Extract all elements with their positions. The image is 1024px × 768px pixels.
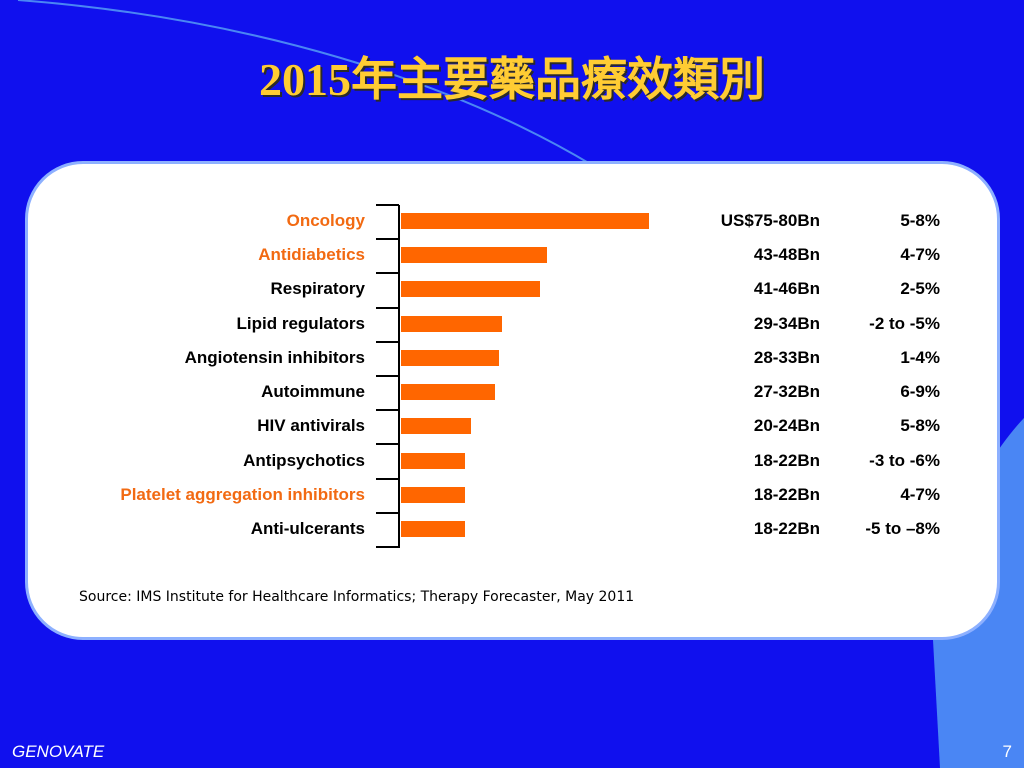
axis-tick [376, 204, 399, 206]
spending-label: 18-22Bn [753, 485, 820, 504]
axis-tick [376, 272, 399, 274]
chart-row: Angiotensin inhibitors 28-33Bn 1-4% [0, 341, 1024, 375]
axis-tick [376, 238, 399, 240]
bar-oncology [401, 213, 649, 229]
spending-label: 43-48Bn [753, 245, 820, 264]
spending-label: 28-33Bn [753, 348, 820, 367]
chart-row: HIV antivirals 20-24Bn 5-8% [0, 409, 1024, 443]
spending-label: 18-22Bn [753, 519, 820, 538]
axis-tick [376, 409, 399, 411]
axis-tick [376, 341, 399, 343]
category-label: Antipsychotics [243, 451, 365, 470]
growth-label: 4-7% [900, 245, 940, 264]
chart-row: Lipid regulators 29-34Bn -2 to -5% [0, 307, 1024, 341]
axis-tick [376, 478, 399, 480]
chart-row: Antidiabetics 43-48Bn 4-7% [0, 238, 1024, 272]
category-label: Angiotensin inhibitors [184, 348, 365, 367]
growth-label: 1-4% [900, 348, 940, 367]
footer-brand: GENOVATE [12, 742, 105, 761]
bar-platelet-aggregation-inhibitors [401, 487, 465, 503]
bar-respiratory [401, 281, 541, 297]
chart-row: Oncology US$75-80Bn 5-8% [0, 204, 1024, 238]
growth-label: 5-8% [900, 211, 940, 230]
growth-label: -5 to –8% [865, 519, 940, 538]
axis-tick [376, 375, 399, 377]
category-label: Anti-ulcerants [250, 519, 365, 538]
bar-antipsychotics [401, 453, 465, 469]
growth-label: -2 to -5% [869, 314, 940, 333]
category-label: Antidiabetics [258, 245, 365, 264]
axis-tick [376, 512, 399, 514]
chart-row: Platelet aggregation inhibitors 18-22Bn … [0, 478, 1024, 512]
category-label: Lipid regulators [236, 314, 365, 333]
page-number: 7 [1002, 742, 1012, 761]
axis-tick [376, 546, 399, 548]
spending-label: 29-34Bn [753, 314, 820, 333]
slide-title: 2015年主要藥品療效類別 [259, 54, 765, 105]
decorative-arc [17, 0, 593, 166]
category-label: Autoimmune [261, 382, 365, 401]
bar-lipid-regulators [401, 316, 502, 332]
chart-row: Autoimmune 27-32Bn 6-9% [0, 375, 1024, 409]
growth-label: 4-7% [900, 485, 940, 504]
chart-row: Antipsychotics 18-22Bn -3 to -6% [0, 444, 1024, 478]
category-label: Oncology [286, 211, 365, 230]
axis-tick [376, 307, 399, 309]
spending-label: 18-22Bn [753, 451, 820, 470]
bar-angiotensin-inhibitors [401, 350, 499, 366]
chart-row: Anti-ulcerants 18-22Bn -5 to –8% [0, 512, 1024, 546]
bar-anti-ulcerants [401, 521, 465, 537]
spending-label: US$75-80Bn [720, 211, 820, 230]
category-axis [398, 205, 400, 548]
bar-autoimmune [401, 384, 496, 400]
category-label: Platelet aggregation inhibitors [120, 485, 365, 504]
category-label: Respiratory [270, 279, 365, 298]
bar-hiv-antivirals [401, 418, 472, 434]
bar-antidiabetics [401, 247, 547, 263]
growth-label: 2-5% [900, 279, 940, 298]
chart-panel [25, 161, 1000, 640]
growth-label: 5-8% [900, 416, 940, 435]
axis-tick [376, 443, 399, 445]
growth-label: 6-9% [900, 382, 940, 401]
source-note: Source: IMS Institute for Healthcare Inf… [79, 589, 635, 605]
growth-label: -3 to -6% [869, 451, 940, 470]
chart-row: Respiratory 41-46Bn 2-5% [0, 272, 1024, 306]
category-label: HIV antivirals [257, 416, 365, 435]
spending-label: 27-32Bn [753, 382, 820, 401]
spending-label: 20-24Bn [753, 416, 820, 435]
spending-label: 41-46Bn [753, 279, 820, 298]
